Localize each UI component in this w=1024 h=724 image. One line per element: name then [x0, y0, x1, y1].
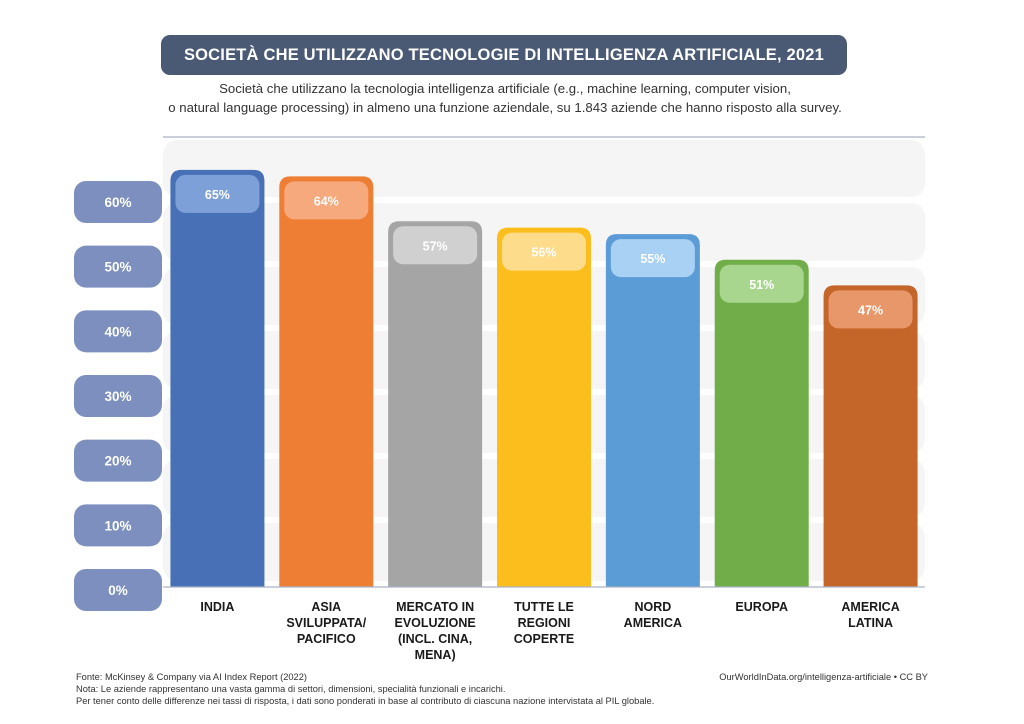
y-tick-pill — [74, 375, 162, 417]
category-label-line: NORD — [634, 600, 671, 614]
value-label-pill — [175, 174, 260, 213]
chart-subtitle: Società che utilizzano la tecnologia int… — [100, 79, 910, 117]
category-label-line: MENA) — [415, 648, 456, 662]
value-label: 55% — [640, 252, 665, 266]
category-label-line: EUROPA — [735, 600, 788, 614]
y-tick-label: 30% — [104, 389, 131, 404]
subtitle-line-1: Società che utilizzano la tecnologia int… — [219, 81, 791, 96]
value-label-pill — [719, 264, 804, 303]
category-label-line: MERCATO IN — [396, 600, 474, 614]
subtitle-line-2: o natural language processing) in almeno… — [168, 100, 842, 115]
footer-notes: Fonte: McKinsey & Company via AI Index R… — [76, 671, 654, 707]
category-label-line: LATINA — [848, 616, 893, 630]
note-line-1: Nota: Le aziende rappresentano una vasta… — [76, 684, 506, 694]
value-label: 65% — [205, 188, 230, 202]
y-tick-label: 50% — [104, 260, 131, 275]
value-label: 56% — [531, 246, 556, 260]
source-note: Fonte: McKinsey & Company via AI Index R… — [76, 672, 307, 682]
category-label-line: AMERICA — [841, 600, 899, 614]
category-label-line: REGIONI — [518, 616, 571, 630]
value-label: 51% — [749, 278, 774, 292]
category-label-line: (INCL. CINA, — [398, 632, 472, 646]
category-label-line: TUTTE LE — [514, 600, 574, 614]
value-label-pill — [828, 290, 913, 329]
grid-band — [163, 140, 925, 197]
category-label: EUROPA — [735, 600, 788, 614]
value-label: 47% — [858, 303, 883, 317]
y-tick-pill — [74, 569, 162, 611]
value-label-pill — [502, 232, 586, 271]
category-label-line: EVOLUZIONE — [395, 616, 476, 630]
value-label-pill — [393, 226, 478, 265]
category-label-line: SVILUPPATA/ — [286, 616, 366, 630]
bar — [170, 169, 265, 587]
y-tick-label: 10% — [104, 518, 131, 533]
chart-title: SOCIETÀ CHE UTILIZZANO TECNOLOGIE DI INT… — [161, 35, 847, 75]
bar — [714, 259, 809, 587]
category-label-line: COPERTE — [514, 632, 574, 646]
bar — [605, 234, 700, 588]
category-label-line: AMERICA — [624, 616, 682, 630]
y-tick-label: 60% — [104, 195, 131, 210]
value-label-pill — [610, 239, 695, 278]
category-label: TUTTE LE REGIONI COPERTE — [514, 600, 574, 646]
category-label: ASIA SVILUPPATA/PACIFICO — [286, 600, 366, 646]
category-label: AMERICA LATINA — [841, 600, 899, 630]
credit-link[interactable]: OurWorldInData.org/intelligenza-artifici… — [719, 672, 928, 682]
bar — [497, 227, 591, 587]
category-label: INDIA — [200, 600, 234, 614]
category-label-line: ASIA — [311, 600, 341, 614]
y-tick-pill — [74, 181, 162, 223]
value-label: 64% — [314, 194, 339, 208]
y-tick-pill — [74, 504, 162, 547]
category-label: NORD AMERICA — [624, 600, 682, 630]
category-label-line: INDIA — [200, 600, 234, 614]
value-label-pill — [284, 181, 369, 220]
category-label-line: PACIFICO — [297, 632, 356, 646]
y-tick-label: 40% — [104, 324, 131, 339]
note-line-2: Per tener conto delle differenze nei tas… — [76, 696, 655, 706]
y-tick-pill — [74, 245, 162, 288]
bar — [823, 285, 918, 587]
bar — [279, 176, 374, 588]
y-tick-label: 20% — [104, 454, 131, 469]
y-tick-pill — [74, 310, 162, 353]
y-tick-label: 0% — [108, 583, 128, 598]
bar — [388, 221, 483, 587]
value-label: 57% — [423, 239, 448, 253]
y-tick-pill — [74, 439, 162, 482]
category-label: MERCATO IN EVOLUZIONE (INCL. CINA, MENA) — [395, 600, 476, 662]
